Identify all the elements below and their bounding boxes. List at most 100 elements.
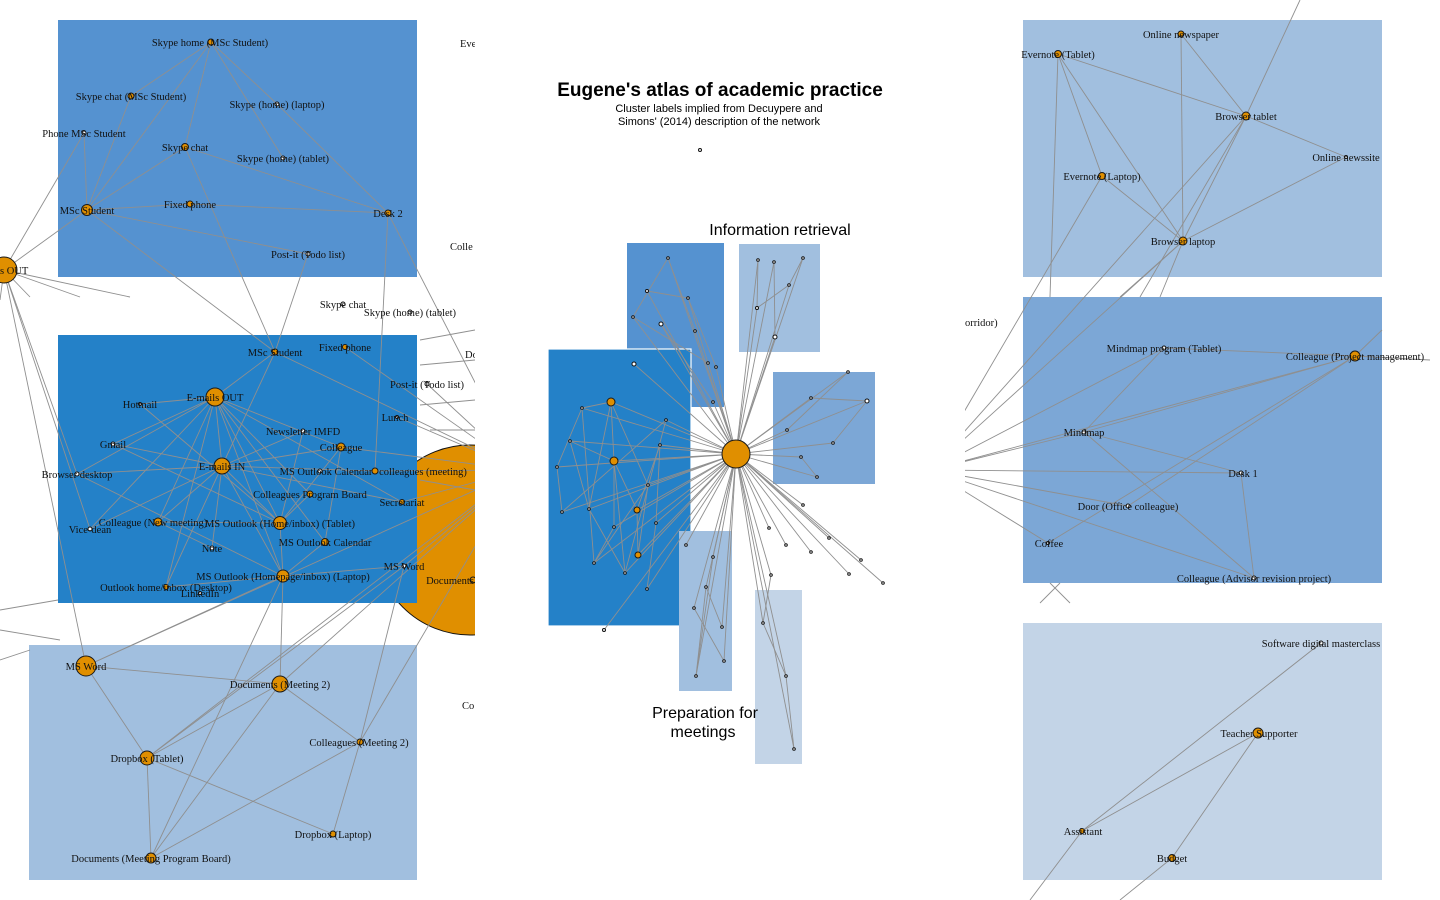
edge	[146, 683, 281, 759]
edge	[282, 541, 326, 577]
edge	[184, 146, 389, 214]
edge	[165, 575, 284, 588]
edge	[86, 209, 309, 255]
edge	[85, 665, 281, 685]
edge	[76, 465, 223, 475]
node-secretariat	[399, 499, 405, 505]
edge	[324, 446, 342, 543]
overview-node	[684, 543, 688, 547]
edge	[1101, 175, 1184, 242]
label-fixed-phone: Fixed phone	[319, 343, 372, 354]
label-mindmap: Mindmap	[1064, 428, 1105, 439]
label-e-mails-in: E-mails IN	[199, 462, 246, 473]
overview-node	[722, 659, 726, 663]
edge	[707, 362, 737, 455]
edge	[1039, 582, 1061, 604]
overview-node	[711, 400, 715, 404]
edge	[1245, 0, 1301, 117]
edge	[965, 431, 1085, 462]
overview-node	[711, 555, 715, 559]
label-ms-word: MS Word	[384, 562, 425, 573]
label-clipped-co: Co	[462, 701, 474, 712]
edge	[214, 396, 281, 524]
edge	[387, 212, 475, 384]
node-evernote-laptop	[1098, 172, 1106, 180]
label-skype-home-tablet: Skype (home) (tablet)	[237, 154, 330, 165]
edge	[610, 401, 615, 462]
edge	[636, 509, 639, 556]
edge	[1182, 156, 1347, 242]
node-post-it-todo-list	[305, 251, 311, 257]
overview-node	[761, 621, 765, 625]
overview-node	[714, 365, 718, 369]
edge	[756, 259, 759, 309]
overview-node	[859, 558, 863, 562]
edge	[603, 453, 737, 631]
edge	[735, 453, 772, 576]
edge	[221, 351, 276, 467]
edge	[735, 400, 868, 455]
label-msc-student: MSc Student	[248, 348, 303, 359]
overview-node	[658, 321, 664, 327]
overview-node	[784, 543, 788, 547]
label-newsletter-imfd: Newsletter IMFD	[266, 427, 341, 438]
edge	[274, 253, 309, 353]
label-phone-msc-student: Phone MSc Student	[42, 129, 126, 140]
label-budget: Budget	[1157, 854, 1187, 865]
edge	[613, 460, 638, 511]
overview-node	[831, 441, 835, 445]
label-evernote-laptop: Evernote (Laptop)	[1063, 172, 1141, 183]
edge	[569, 440, 615, 462]
node-ms-word	[75, 655, 97, 677]
label-note: Note	[202, 544, 223, 555]
node-dropbox-laptop	[329, 830, 337, 838]
edge	[1119, 857, 1173, 900]
subtitle-line-2: Simons' (2014) description of the networ…	[618, 116, 821, 128]
node-colleagues-program-board	[306, 490, 314, 498]
overview-node	[801, 256, 805, 260]
edge	[1083, 347, 1165, 433]
edge	[3, 269, 87, 667]
edge	[139, 396, 216, 405]
edge	[646, 453, 737, 590]
edge	[279, 575, 284, 685]
edge	[965, 481, 1255, 579]
label-outlook-home-inbox-desktop: Outlook home/inbox (Desktop)	[100, 583, 232, 594]
node-browser-desktop	[74, 471, 80, 477]
label-skype-chat: Skype chat	[320, 300, 366, 311]
edge	[633, 363, 737, 455]
edge	[965, 475, 1129, 507]
edge	[965, 347, 1165, 453]
node-e-mails-in	[213, 457, 231, 475]
node-ms-word	[401, 563, 407, 569]
edge	[735, 453, 850, 575]
node-e-mails-out	[205, 387, 225, 407]
edge	[1083, 355, 1356, 433]
label-ms-outlook-calendar: MS Outlook Calendar	[280, 467, 373, 478]
node-ms-outlook-calendar	[321, 538, 329, 546]
cluster-label-preparation-line-2: meetings	[671, 724, 736, 741]
label-online-newspaper: Online newspaper	[1143, 30, 1220, 41]
node-software-digital-masterclass	[1318, 640, 1324, 646]
edge	[165, 396, 216, 588]
label-clipped-eve: Eve	[460, 39, 477, 50]
edge	[210, 41, 278, 105]
nodes-right	[1046, 30, 1361, 862]
edge	[646, 290, 689, 299]
edge	[1081, 732, 1259, 832]
edge	[721, 453, 737, 628]
edge	[210, 41, 284, 159]
overview-node	[587, 507, 591, 511]
edge	[588, 508, 626, 574]
edge	[112, 443, 281, 524]
edge	[86, 203, 191, 211]
edge	[85, 489, 475, 667]
edge	[632, 257, 669, 318]
edge	[832, 400, 868, 444]
edge	[221, 465, 403, 503]
node-colleagues-meeting	[371, 467, 379, 475]
edge	[274, 351, 475, 449]
node-documents-meeting-2	[271, 675, 289, 693]
overview-node	[881, 581, 885, 585]
edge	[1171, 732, 1259, 859]
